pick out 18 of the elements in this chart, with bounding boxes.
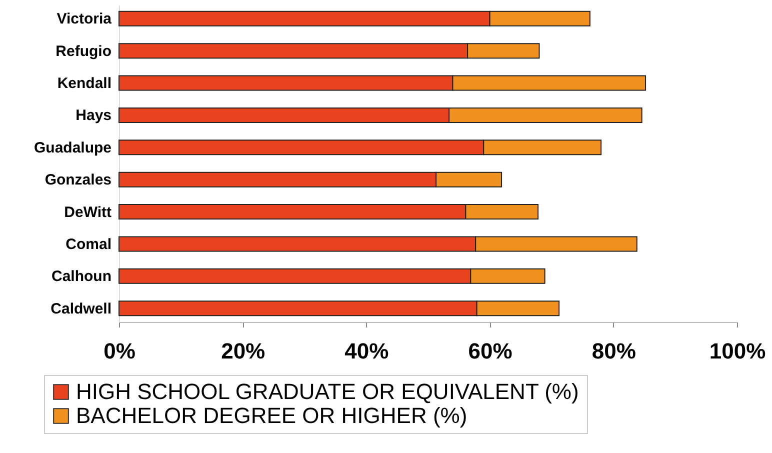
y-tick-label: Comal — [66, 236, 112, 253]
y-tick-label: Kendall — [57, 75, 112, 92]
y-tick-label: Hays — [76, 107, 112, 124]
x-tick-label: 0% — [104, 338, 136, 364]
x-tick-label: 80% — [592, 338, 636, 364]
y-tick-label: Guadalupe — [34, 139, 112, 156]
y-tick-label: DeWitt — [64, 204, 112, 221]
y-tick-label: Caldwell — [50, 300, 112, 318]
x-tick-label: 60% — [468, 338, 512, 364]
legend-label: BACHELOR DEGREE OR HIGHER (%) — [76, 403, 468, 428]
y-tick-label: Calhoun — [52, 268, 112, 286]
y-tick-label: Victoria — [56, 10, 112, 28]
y-tick-label: Refugio — [56, 42, 112, 60]
x-tick-label: 100% — [709, 338, 766, 364]
legend-label: HIGH SCHOOL GRADUATE OR EQUIVALENT (%) — [76, 379, 579, 404]
y-tick-label: Gonzales — [44, 172, 112, 189]
x-tick-label: 20% — [221, 338, 266, 364]
x-tick-label: 40% — [344, 338, 389, 364]
